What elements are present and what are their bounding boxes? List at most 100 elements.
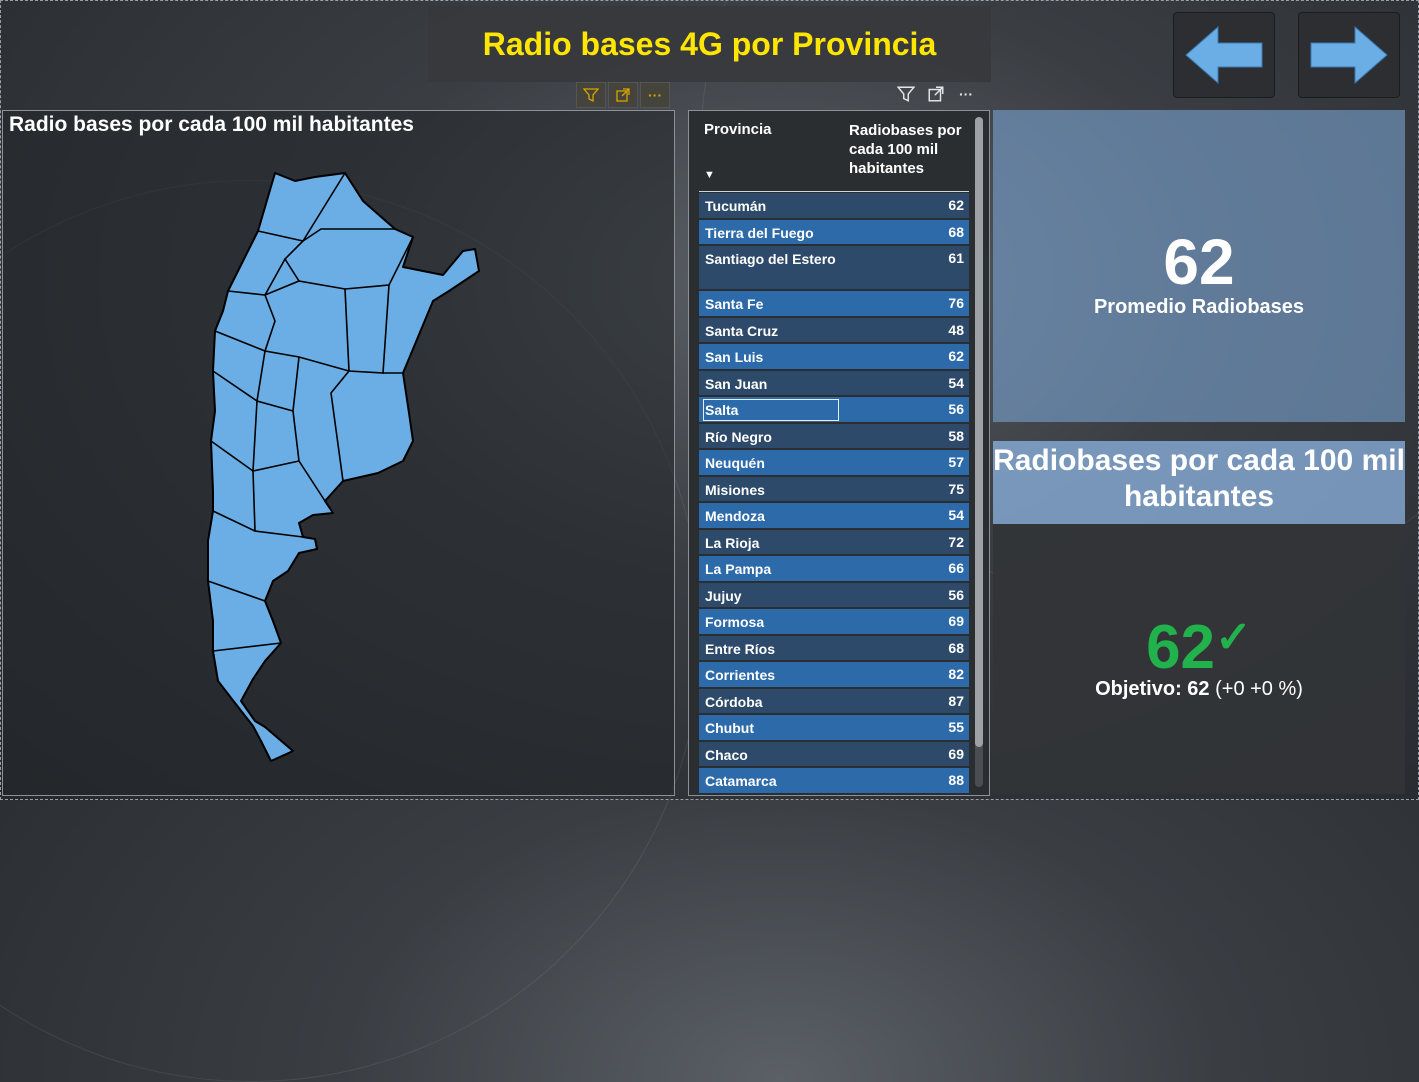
column-header-radiobases[interactable]: Radiobases por cada 100 mil habitantes — [849, 122, 962, 177]
radiobases-value: 54 — [948, 507, 964, 523]
radiobases-value: 56 — [948, 401, 964, 417]
province-name: Santa Cruz — [705, 322, 779, 339]
table-row[interactable]: Salta 56 — [699, 397, 969, 422]
report-title-box: Radio bases 4G por Provincia — [428, 6, 991, 82]
more-options-icon[interactable]: ··· — [640, 82, 670, 108]
province-name: Misiones — [705, 481, 765, 498]
radiobases-value: 66 — [948, 560, 964, 576]
kpi-title: Radiobases por cada 100 mil habitantes — [993, 441, 1405, 524]
table-visual-header: ··· — [892, 82, 980, 106]
arrow-right-icon — [1310, 25, 1388, 85]
radiobases-value: 55 — [948, 719, 964, 735]
radiobases-value: 68 — [948, 639, 964, 656]
filter-icon[interactable] — [576, 82, 606, 108]
radiobases-value: 69 — [948, 613, 964, 629]
table-row[interactable]: Chaco 69 — [699, 741, 969, 766]
province-name: Jujuy — [705, 587, 742, 604]
table-row[interactable]: Santa Cruz 48 — [699, 317, 969, 342]
checkmark-icon: ✓ — [1215, 613, 1252, 662]
map-visual: Radio bases por cada 100 mil habitantes — [2, 110, 675, 796]
radiobases-value: 62 — [948, 348, 964, 364]
radiobases-value: 68 — [948, 223, 964, 240]
radiobases-value: 88 — [948, 772, 964, 788]
province-name: San Luis — [705, 349, 764, 365]
average-label: Promedio Radiobases — [1093, 296, 1305, 318]
province-table: Provincia Radiobases por cada 100 mil ha… — [688, 110, 990, 796]
radiobases-value: 82 — [948, 666, 964, 682]
province-name: Salta — [703, 399, 839, 421]
filter-icon[interactable] — [892, 82, 920, 106]
report-title: Radio bases 4G por Provincia — [482, 25, 937, 62]
table-row[interactable]: Santa Fe 76 — [699, 291, 969, 316]
table-row[interactable]: Tierra del Fuego 68 — [699, 219, 969, 244]
province-name: Neuquén — [705, 455, 765, 471]
focus-mode-icon[interactable] — [922, 82, 950, 106]
argentina-outline — [207, 172, 480, 762]
province-name: Chubut — [705, 720, 754, 736]
sort-descending-icon[interactable]: ▼ — [704, 169, 715, 181]
table-row[interactable]: Entre Ríos 68 — [699, 635, 969, 660]
map-title: Radio bases por cada 100 mil habitantes — [9, 113, 414, 136]
province-name: Corrientes — [705, 667, 776, 683]
province-name: Río Negro — [705, 428, 772, 445]
radiobases-value: 48 — [948, 321, 964, 338]
table-row[interactable]: Misiones 75 — [699, 476, 969, 501]
table-row[interactable]: La Pampa 66 — [699, 556, 969, 581]
province-name: Santiago del Estero — [705, 251, 836, 267]
province-name: Santa Fe — [705, 296, 764, 312]
province-name: Formosa — [705, 614, 765, 630]
kpi-value-line: 62✓ — [993, 612, 1405, 683]
argentina-map[interactable] — [3, 111, 674, 795]
kpi-goal-delta: (+0 +0 %) — [1215, 678, 1303, 700]
kpi-goal-value: 62 — [1187, 678, 1210, 700]
table-scrollbar-thumb[interactable] — [975, 117, 983, 747]
radiobases-value: 75 — [948, 480, 964, 497]
kpi-visual: 62✓ Objetivo: 62 (+0 +0 %) — [993, 524, 1405, 794]
province-name: San Juan — [705, 375, 768, 392]
radiobases-value: 58 — [948, 427, 964, 444]
table-row[interactable]: Tucumán 62 — [699, 193, 969, 218]
kpi-goal-label: Objetivo: — [1095, 678, 1182, 700]
table-row[interactable]: Chubut 55 — [699, 715, 969, 740]
kpi-goal-line: Objetivo: 62 (+0 +0 %) — [993, 678, 1405, 701]
radiobases-value: 62 — [948, 197, 964, 213]
radiobases-value: 61 — [948, 250, 964, 266]
average-card: 62 Promedio Radiobases — [993, 110, 1405, 422]
province-name: Córdoba — [705, 693, 763, 710]
province-name: Tucumán — [705, 198, 767, 214]
table-row[interactable]: Córdoba 87 — [699, 688, 969, 713]
table-row[interactable]: Corrientes 82 — [699, 662, 969, 687]
radiobases-value: 72 — [948, 533, 964, 550]
province-name: Entre Ríos — [705, 640, 776, 657]
table-body: Tucumán 62 Tierra del Fuego 68 Santiago del … — [699, 193, 969, 795]
column-header-provincia[interactable]: Provincia — [704, 121, 772, 138]
table-row[interactable]: La Rioja 72 — [699, 529, 969, 554]
province-name: La Pampa — [705, 561, 772, 577]
map-visual-header: ··· — [576, 82, 670, 108]
province-name: Mendoza — [705, 508, 765, 524]
province-name: La Rioja — [705, 534, 760, 551]
table-row[interactable]: Río Negro 58 — [699, 423, 969, 448]
table-row[interactable]: Jujuy 56 — [699, 582, 969, 607]
average-value: 62 — [1163, 226, 1235, 298]
province-name: Tierra del Fuego — [705, 224, 814, 241]
table-row[interactable]: Formosa 69 — [699, 609, 969, 634]
focus-mode-icon[interactable] — [608, 82, 638, 108]
province-name: Catamarca — [705, 773, 777, 789]
table-row[interactable]: San Luis 62 — [699, 344, 969, 369]
radiobases-value: 57 — [948, 454, 964, 470]
radiobases-value: 69 — [948, 745, 964, 762]
table-row[interactable]: Mendoza 54 — [699, 503, 969, 528]
table-row[interactable]: Neuquén 57 — [699, 450, 969, 475]
arrow-left-icon — [1185, 25, 1263, 85]
table-row[interactable]: Santiago del Estero 61 — [699, 246, 969, 289]
table-row[interactable]: San Juan 54 — [699, 370, 969, 395]
kpi-value: 62 — [1146, 613, 1216, 682]
table-row[interactable]: Catamarca 88 — [699, 768, 969, 793]
more-options-icon[interactable]: ··· — [959, 86, 973, 102]
forward-button[interactable] — [1298, 12, 1400, 98]
back-button[interactable] — [1173, 12, 1275, 98]
table-header: Provincia Radiobases por cada 100 mil ha… — [699, 111, 969, 192]
radiobases-value: 87 — [948, 692, 964, 709]
radiobases-value: 54 — [948, 374, 964, 391]
